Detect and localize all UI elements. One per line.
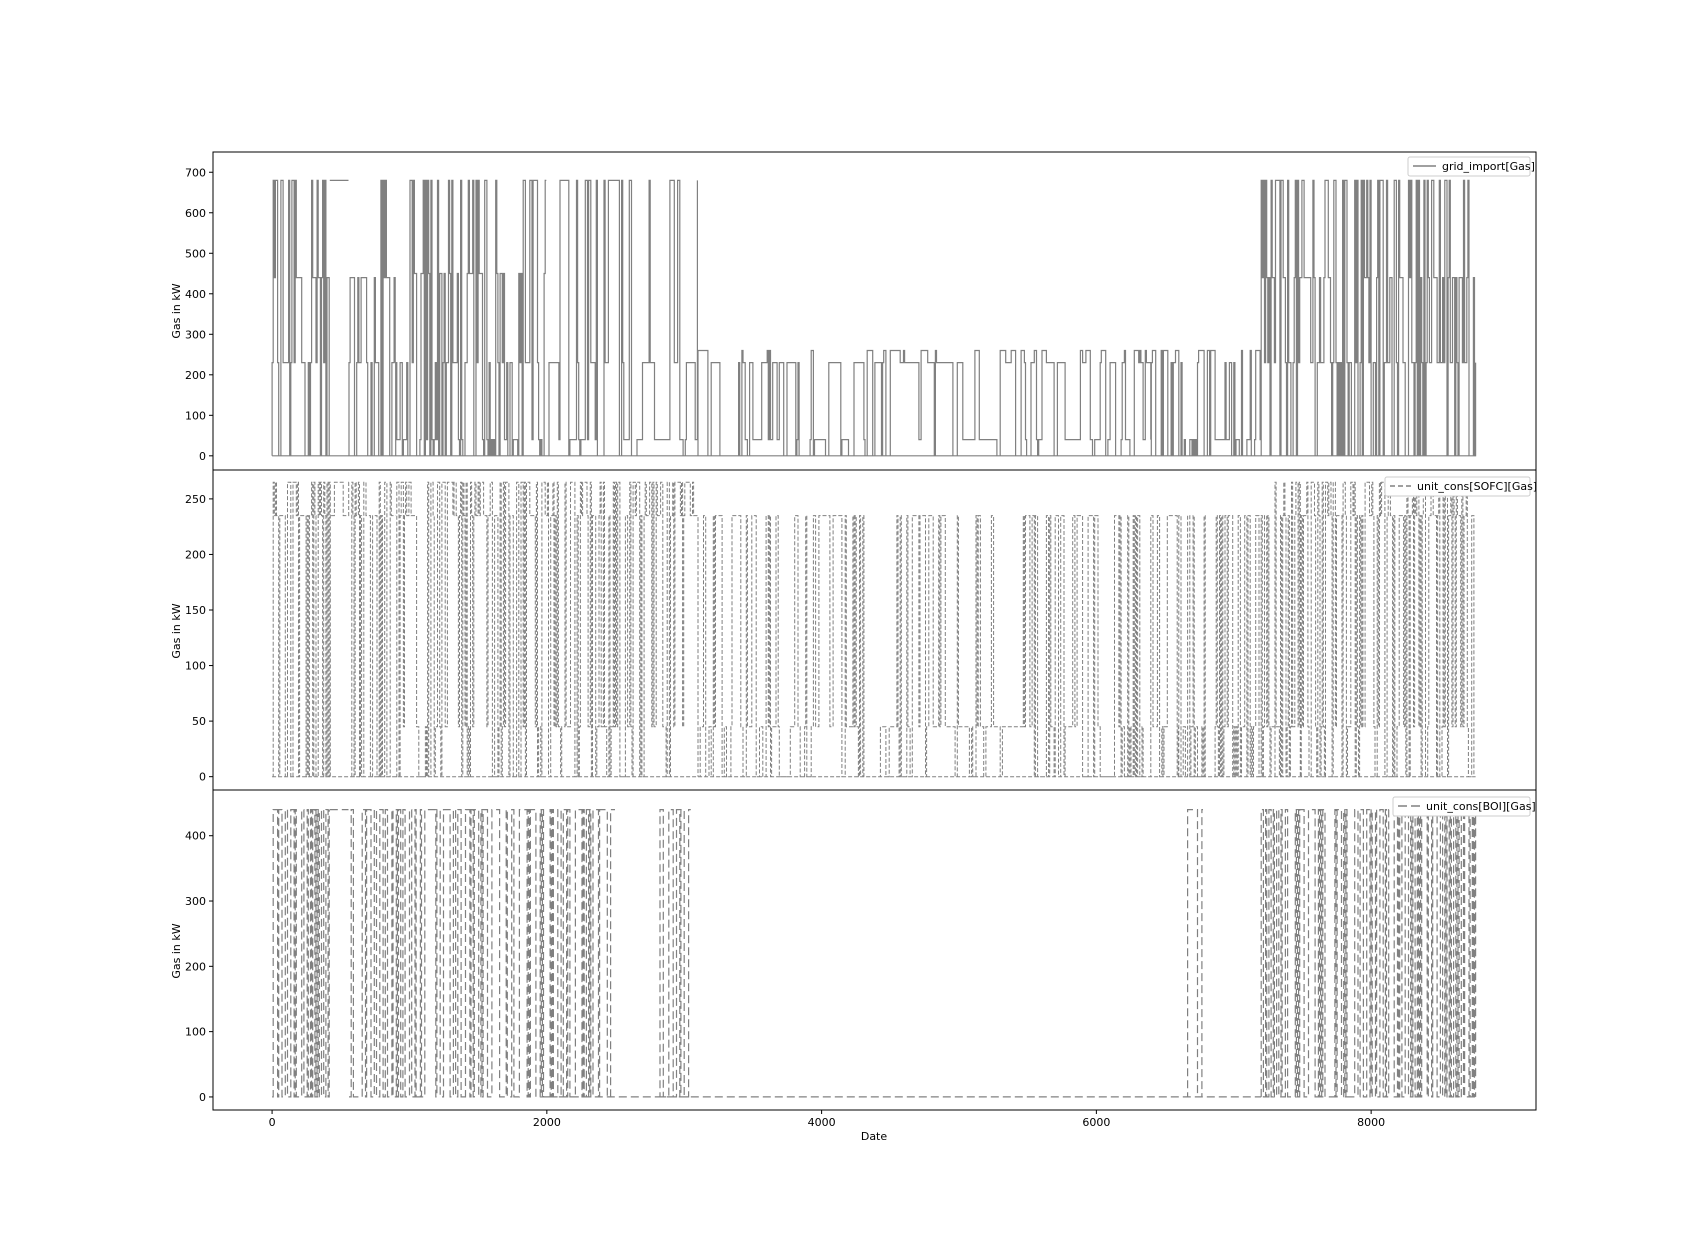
panel-grid-import: 0 100 200 300 400 500 600 700 Gas in kW grid_im… — [170, 151, 1537, 471]
y-tick-label: 0 — [199, 771, 206, 784]
y-tick-label: 50 — [192, 715, 206, 728]
y-tick-label: 100 — [185, 1026, 206, 1039]
x-tick-label: 8000 — [1357, 1116, 1385, 1129]
y-tick-label: 150 — [185, 604, 206, 617]
x-tick-label: 2000 — [533, 1116, 561, 1129]
x-axis-label: Date — [861, 1130, 888, 1143]
y-tick-label: 250 — [185, 493, 206, 506]
series-line — [272, 809, 1477, 1098]
series-boi-dashed-line — [272, 809, 1477, 1098]
y-axis-ticks: 0 100 200 300 400 500 600 700 — [185, 166, 213, 463]
y-tick-label: 200 — [185, 369, 206, 382]
x-axis-ticks: 0 2000 4000 6000 8000 — [269, 1110, 1385, 1129]
legend-label-boi: unit_cons[BOI][Gas] — [1426, 800, 1536, 813]
y-tick-label: 300 — [185, 328, 206, 341]
series-grid-import-line — [271, 179, 1477, 457]
y-tick-label: 400 — [185, 830, 206, 843]
series-line — [272, 481, 1476, 778]
legend: unit_cons[BOI][Gas] — [1392, 796, 1536, 817]
series-line — [271, 179, 1477, 457]
y-tick-label: 200 — [185, 548, 206, 561]
y-tick-label: 0 — [199, 450, 206, 463]
y-tick-label: 100 — [185, 409, 206, 422]
panel-sofc: 0 50 100 150 200 250 Gas in kW unit_cons[SOFC… — [170, 469, 1537, 791]
legend: grid_import[Gas] — [1407, 156, 1535, 177]
plot-area-frame — [212, 789, 1537, 1111]
y-tick-label: 500 — [185, 247, 206, 260]
y-tick-label: 700 — [185, 166, 206, 179]
y-axis-label: Gas in kW — [170, 923, 183, 978]
y-axis-ticks: 0 100 200 300 400 — [185, 830, 213, 1104]
series-sofc-dashed-line — [272, 481, 1476, 778]
legend: unit_cons[SOFC][Gas] — [1384, 476, 1537, 497]
y-tick-label: 600 — [185, 207, 206, 220]
legend-label-grid-import: grid_import[Gas] — [1442, 160, 1535, 173]
panel-boi: 0 100 200 300 400 0 2000 4000 6000 8000 Gas in k… — [170, 789, 1537, 1143]
x-tick-label: 0 — [269, 1116, 276, 1129]
x-tick-label: 4000 — [808, 1116, 836, 1129]
y-tick-label: 100 — [185, 660, 206, 673]
y-tick-label: 300 — [185, 895, 206, 908]
y-axis-label: Gas in kW — [170, 283, 183, 338]
y-axis-label: Gas in kW — [170, 603, 183, 658]
x-tick-label: 6000 — [1082, 1116, 1110, 1129]
legend-label-sofc: unit_cons[SOFC][Gas] — [1417, 480, 1537, 493]
y-tick-label: 400 — [185, 288, 206, 301]
y-tick-label: 0 — [199, 1091, 206, 1104]
y-axis-ticks: 0 50 100 150 200 250 — [185, 493, 213, 784]
y-tick-label: 200 — [185, 960, 206, 973]
